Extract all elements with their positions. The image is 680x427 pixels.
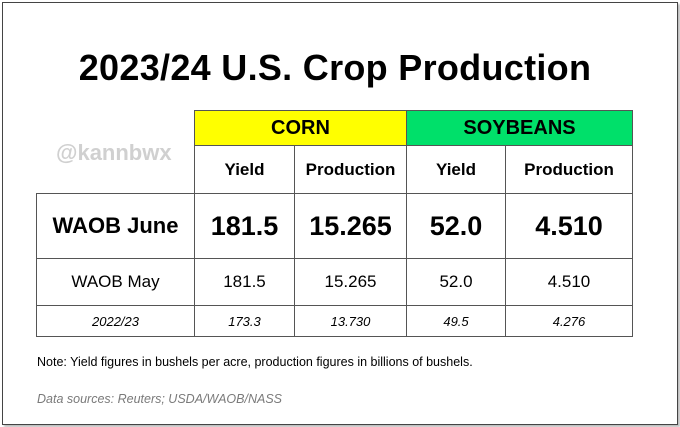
column-header-row: Yield Production Yield Production [37, 145, 633, 194]
group-header-soybeans: SOYBEANS [406, 110, 633, 146]
table-cell: 4.510 [505, 258, 633, 306]
table-row-waob-may: WAOB May 181.5 15.265 52.0 4.510 [36, 258, 633, 306]
table-cell: 4.276 [505, 305, 633, 337]
table-row-2022-23: 2022/23 173.3 13.730 49.5 4.276 [36, 305, 633, 337]
table-cell: 181.5 [194, 258, 295, 306]
crop-table: CORN SOYBEANS Yield Production Yield Pro… [36, 110, 633, 337]
table-row-waob-june: WAOB June 181.5 15.265 52.0 4.510 [36, 193, 633, 259]
group-header-corn: CORN [194, 110, 407, 146]
blank-corner [37, 111, 195, 146]
column-header-soy-production: Production [505, 145, 633, 194]
data-sources: Data sources: Reuters; USDA/WAOB/NASS [37, 392, 282, 406]
column-header-corn-production: Production [294, 145, 407, 194]
table-cell: 15.265 [294, 193, 407, 259]
group-header-row: CORN SOYBEANS [37, 110, 633, 146]
column-header-soy-yield: Yield [406, 145, 506, 194]
row-label: WAOB May [36, 258, 195, 306]
table-cell: 52.0 [406, 193, 506, 259]
watermark: @kannbwx [56, 140, 172, 165]
blank-corner-2 [37, 146, 195, 194]
table-cell: 173.3 [194, 305, 295, 337]
table-cell: 15.265 [294, 258, 407, 306]
chart-title: 2023/24 U.S. Crop Production [78, 47, 592, 88]
table-cell: 13.730 [294, 305, 407, 337]
table-cell: 4.510 [505, 193, 633, 259]
footnote: Note: Yield figures in bushels per acre,… [37, 355, 473, 369]
row-label: 2022/23 [36, 305, 195, 337]
table-cell: 52.0 [406, 258, 506, 306]
table-cell: 181.5 [194, 193, 295, 259]
row-label: WAOB June [36, 193, 195, 259]
table-cell: 49.5 [406, 305, 506, 337]
column-header-corn-yield: Yield [194, 145, 295, 194]
